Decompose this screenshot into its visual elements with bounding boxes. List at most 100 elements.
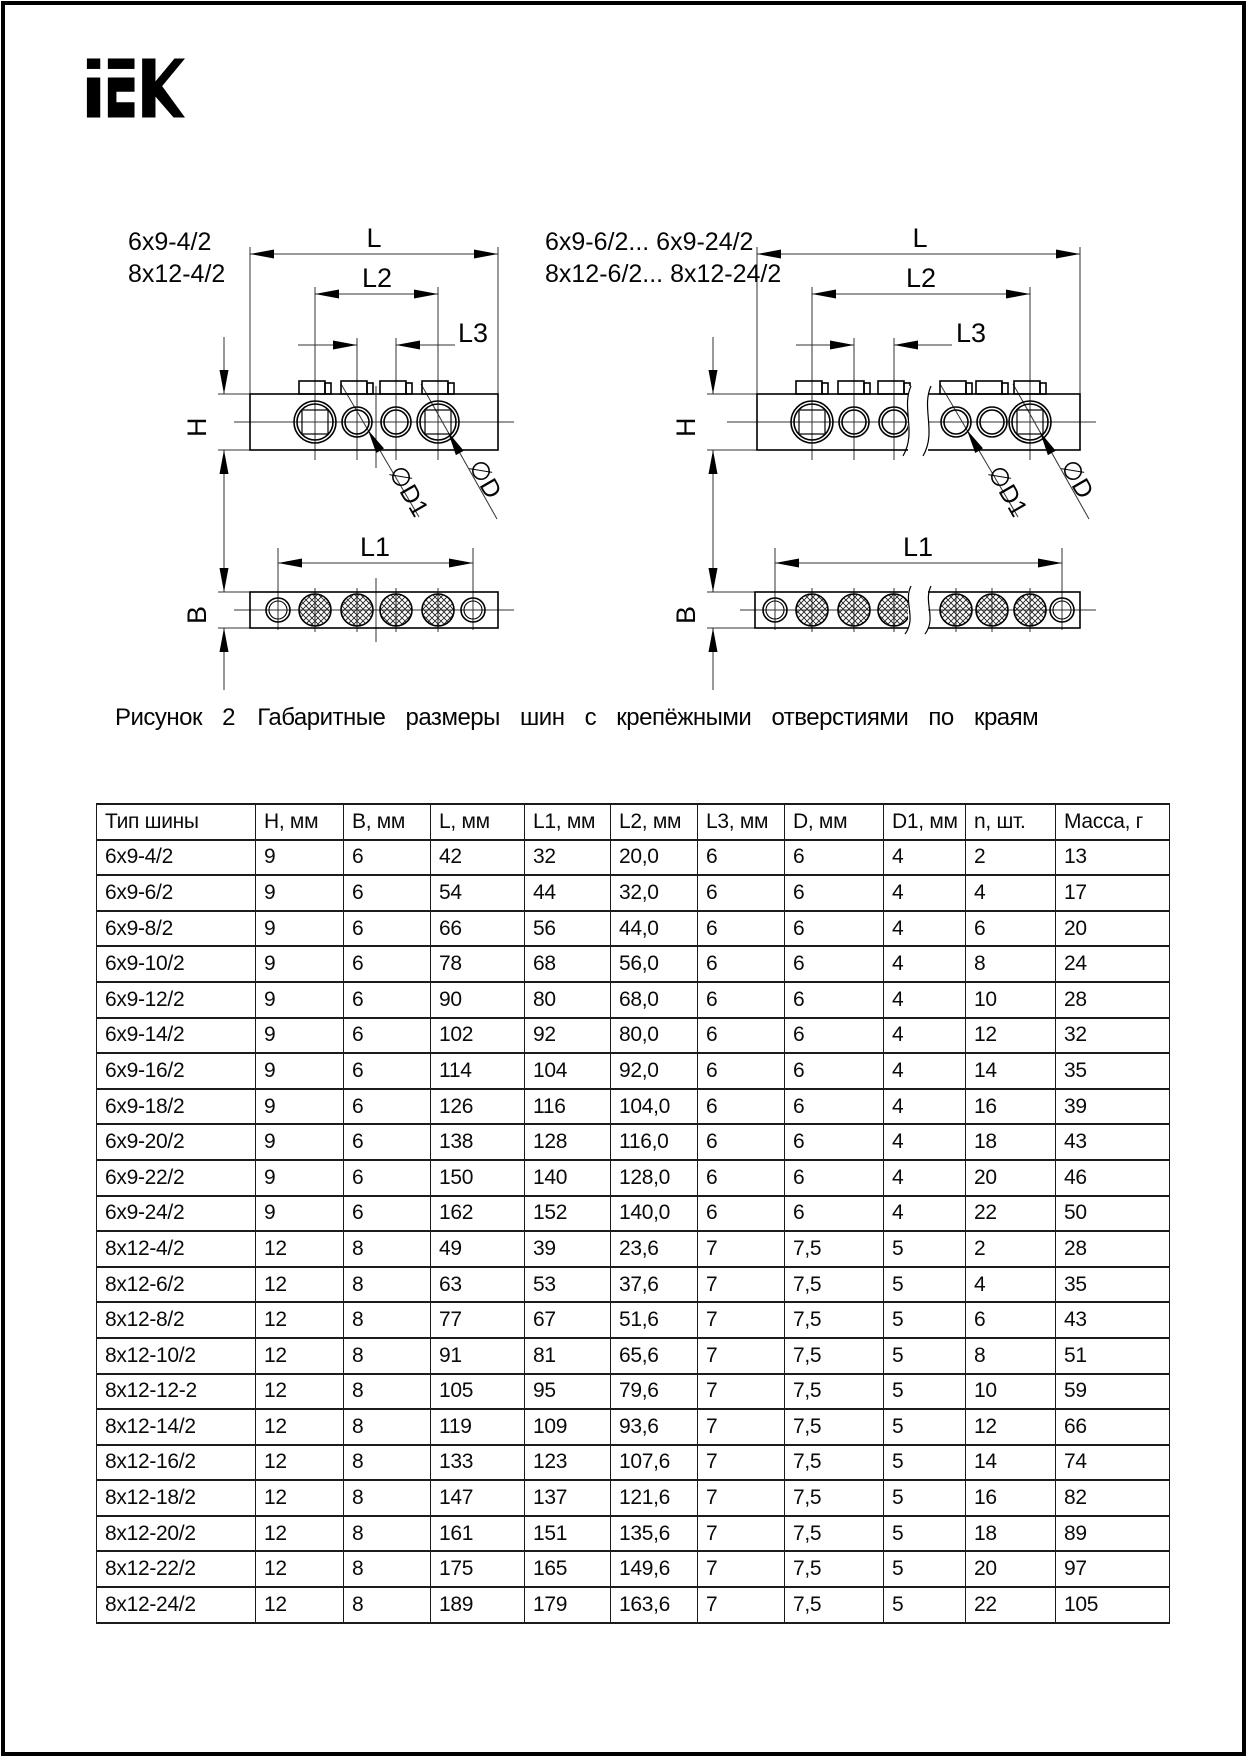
table-cell: 51,6 <box>610 1301 698 1339</box>
table-cell: 8x12-6/2 <box>96 1265 256 1304</box>
table-row: 8x12-6/2 12 8 63 53 37,6 7 7,5 5 4 35 <box>96 1265 1170 1304</box>
table-cell: 6 <box>784 1052 884 1090</box>
table-row: 6x9-18/2 9 6 126 116 104,0 6 6 4 16 39 <box>96 1087 1170 1126</box>
table-cell: 32 <box>524 838 611 877</box>
dim-label-L: L <box>912 223 927 253</box>
table-cell: 6 <box>343 1087 431 1126</box>
table-cell: 105 <box>1055 1586 1170 1624</box>
table-cell: 104,0 <box>610 1087 698 1126</box>
table-cell: 8 <box>343 1514 431 1553</box>
table-cell: 35 <box>1055 1052 1170 1090</box>
header-cell: L1, мм <box>524 803 611 841</box>
table-cell: 14 <box>965 1443 1056 1482</box>
table-cell: 6 <box>965 1301 1056 1339</box>
table-cell: 6 <box>784 874 884 912</box>
table-row: 6x9-4/2 9 6 42 32 20,0 6 6 4 2 13 <box>96 838 1170 877</box>
table-cell: 4 <box>883 1016 966 1055</box>
figure-caption: Рисунок 2 Габаритные размеры шин с крепё… <box>115 704 1115 732</box>
table-cell: 8 <box>965 1336 1056 1375</box>
table-cell: 93,6 <box>610 1408 698 1446</box>
table-cell: 5 <box>883 1336 966 1375</box>
table-cell: 8 <box>343 1372 431 1411</box>
table-cell: 6 <box>784 1087 884 1126</box>
table-cell: 6 <box>697 1016 785 1055</box>
table-cell: 150 <box>430 1158 525 1197</box>
table-cell: 32,0 <box>610 874 698 912</box>
table-cell: 109 <box>524 1408 611 1446</box>
table-cell: 8 <box>343 1479 431 1517</box>
table-cell: 23,6 <box>610 1230 698 1268</box>
table-cell: 152 <box>524 1194 611 1233</box>
dim-label-D: ∅D <box>463 455 507 504</box>
table-cell: 104 <box>524 1052 611 1090</box>
dim-label-B: B <box>671 606 701 624</box>
table-cell: 10 <box>965 1372 1056 1411</box>
table-cell: 9 <box>255 1016 344 1055</box>
table-cell: 8x12-22/2 <box>96 1550 256 1589</box>
table-cell: 133 <box>430 1443 525 1482</box>
table-cell: 89 <box>1055 1514 1170 1553</box>
right-variant-line1: 6x9-6/2... 6x9-24/2 <box>545 228 753 256</box>
table-cell: 9 <box>255 838 344 877</box>
table-cell: 6 <box>343 838 431 877</box>
table-cell: 50 <box>1055 1194 1170 1233</box>
table-cell: 7 <box>697 1550 785 1589</box>
table-cell: 179 <box>524 1586 611 1624</box>
table-cell: 135,6 <box>610 1514 698 1553</box>
table-cell: 20,0 <box>610 838 698 877</box>
table-cell: 7 <box>697 1479 785 1517</box>
table-cell: 5 <box>883 1265 966 1304</box>
table-cell: 6 <box>343 1052 431 1090</box>
table-cell: 6 <box>784 980 884 1019</box>
table-cell: 12 <box>255 1586 344 1624</box>
table-cell: 116,0 <box>610 1123 698 1161</box>
table-cell: 80,0 <box>610 1016 698 1055</box>
figure-caption-text: Габаритные размеры шин с крепёжными отве… <box>257 704 1039 731</box>
dim-label-D1: ∅D1 <box>383 461 434 522</box>
table-cell: 6 <box>784 1016 884 1055</box>
table-cell: 4 <box>883 980 966 1019</box>
table-cell: 7 <box>697 1586 785 1624</box>
table-cell: 9 <box>255 980 344 1019</box>
table-cell: 12 <box>255 1514 344 1553</box>
header-cell: n, шт. <box>965 803 1056 841</box>
table-cell: 28 <box>1055 1230 1170 1268</box>
table-cell: 8x12-4/2 <box>96 1230 256 1268</box>
table-cell: 32 <box>1055 1016 1170 1055</box>
table-cell: 68,0 <box>610 980 698 1019</box>
table-cell: 39 <box>1055 1087 1170 1126</box>
table-cell: 4 <box>883 909 966 948</box>
table-cell: 7 <box>697 1265 785 1304</box>
table-cell: 79,6 <box>610 1372 698 1411</box>
table-row: 8x12-24/2 12 8 189 179 163,6 7 7,5 5 22 105 <box>96 1586 1170 1624</box>
table-cell: 51 <box>1055 1336 1170 1375</box>
table-cell: 6 <box>697 838 785 877</box>
table-row: 8x12-22/2 12 8 175 165 149,6 7 7,5 5 20 97 <box>96 1550 1170 1589</box>
dim-label-L1: L1 <box>903 532 933 562</box>
table-cell: 121,6 <box>610 1479 698 1517</box>
table-cell: 138 <box>430 1123 525 1161</box>
table-cell: 68 <box>524 945 611 983</box>
figure-drawings: 6x9-4/2 8x12-4/2 L L2 L3 H L1 B ∅D1 ∅D <box>128 223 1099 690</box>
table-cell: 6 <box>343 1016 431 1055</box>
table-cell: 8 <box>343 1443 431 1482</box>
table-cell: 95 <box>524 1372 611 1411</box>
table-cell: 8 <box>343 1265 431 1304</box>
table-cell: 97 <box>1055 1550 1170 1589</box>
table-cell: 9 <box>255 1087 344 1126</box>
table-cell: 114 <box>430 1052 525 1090</box>
table-cell: 5 <box>883 1372 966 1411</box>
table-cell: 16 <box>965 1479 1056 1517</box>
table-cell: 7,5 <box>784 1514 884 1553</box>
table-cell: 6x9-12/2 <box>96 980 256 1019</box>
table-cell: 6 <box>697 909 785 948</box>
table-cell: 175 <box>430 1550 525 1589</box>
table-cell: 6x9-18/2 <box>96 1087 256 1126</box>
table-cell: 4 <box>883 874 966 912</box>
table-cell: 44 <box>524 874 611 912</box>
left-variant-line1: 6x9-4/2 <box>128 228 211 256</box>
left-drawing: 6x9-4/2 8x12-4/2 L L2 L3 H L1 B ∅D1 ∅D <box>128 223 514 690</box>
table-cell: 5 <box>883 1479 966 1517</box>
table-cell: 5 <box>883 1443 966 1482</box>
dim-label-D: ∅D <box>1055 455 1099 504</box>
